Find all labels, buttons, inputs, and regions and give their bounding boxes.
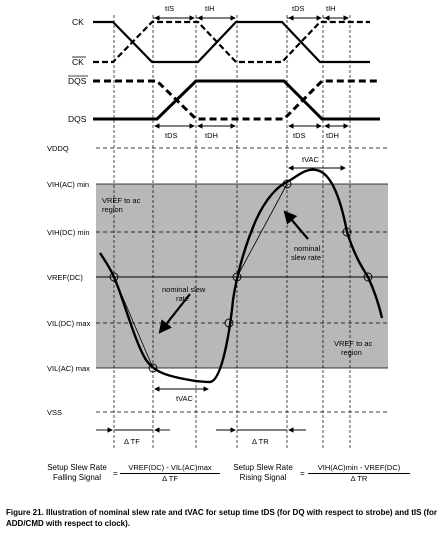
dqs-label: DQS xyxy=(68,114,87,124)
tds-label-dq-1: tDS xyxy=(165,131,178,140)
vss-label: VSS xyxy=(47,408,62,417)
tdh-label-dq-2: tDH xyxy=(326,131,339,140)
tvac-arrows xyxy=(154,165,346,392)
vref-ac-region-bottom-line2: region xyxy=(341,348,362,357)
delta-tr-label: Δ TR xyxy=(252,437,269,446)
setup-rising-label-line1: Setup Slew Rate xyxy=(233,463,293,472)
falling-numerator: VREF(DC) - VIL(AC)max xyxy=(120,463,220,474)
falling-equals: = xyxy=(113,469,118,478)
rising-denominator: Δ TR xyxy=(350,474,368,483)
nominal-slew-right-line2: slew rate xyxy=(291,253,321,262)
vref-ac-region-bottom-line1: VREF to ac xyxy=(334,339,373,348)
tvac-top-label: tVAC xyxy=(302,155,320,164)
tds-label-top: tDS xyxy=(292,4,305,13)
dqs-bar-waveform xyxy=(93,79,380,121)
setup-falling-label-line2: Falling Signal xyxy=(52,473,102,482)
setup-rising-label-line2: Rising Signal xyxy=(239,473,287,482)
rising-fraction: VIH(AC)min - VREF(DC) Δ TR xyxy=(308,463,410,484)
dqs-bar-label: DQS xyxy=(68,76,87,86)
falling-fraction: VREF(DC) - VIL(AC)max Δ TF xyxy=(120,463,220,484)
signal-waveform xyxy=(99,168,384,384)
ck-bar-label: CK xyxy=(72,57,84,67)
nominal-slew-right-line1: nominal xyxy=(294,244,321,253)
ck-label: CK xyxy=(72,17,84,27)
tis-label-1: tIS xyxy=(165,4,174,13)
vddq-label: VDDQ xyxy=(47,144,69,153)
crossing-markers xyxy=(109,179,373,373)
tih-label-2: tIH xyxy=(326,4,336,13)
dqs-waveform xyxy=(93,79,380,121)
vil-ac-label: VIL(AC) max xyxy=(47,364,90,373)
vref-ac-region-top-line1: VREF to ac xyxy=(102,196,141,205)
falling-denominator: Δ TF xyxy=(162,474,178,483)
vih-dc-label: VIH(DC) min xyxy=(47,228,90,237)
vref-to-ac-region-fill xyxy=(96,184,388,368)
ck-bar-waveform xyxy=(93,20,370,64)
rising-numerator: VIH(AC)min - VREF(DC) xyxy=(308,463,410,474)
vih-ac-label: VIH(AC) min xyxy=(47,180,89,189)
vref-ac-region-top-line2: region xyxy=(102,205,123,214)
nominal-slew-left-line1: nominal slew xyxy=(162,285,206,294)
ck-waveform xyxy=(93,20,370,64)
annotation-arrows xyxy=(158,210,309,334)
nominal-slew-left-line2: rate xyxy=(176,294,189,303)
setup-rising-label: Setup Slew Rate Rising Signal xyxy=(228,463,298,483)
tdh-label-dq-1: tDH xyxy=(205,131,218,140)
setup-falling-label-line1: Setup Slew Rate xyxy=(47,463,107,472)
delta-tf-label: Δ TF xyxy=(124,437,140,446)
vref-label: VREF(DC) xyxy=(47,273,83,282)
rising-equals: = xyxy=(300,469,305,478)
tvac-bottom-label: tVAC xyxy=(176,394,194,403)
figure-caption: Figure 21. Illustration of nominal slew … xyxy=(6,508,438,528)
vil-dc-label: VIL(DC) max xyxy=(47,319,91,328)
tih-label-1: tIH xyxy=(205,4,215,13)
setup-falling-label: Setup Slew Rate Falling Signal xyxy=(42,463,112,483)
nominal-slew-rising-line xyxy=(236,183,288,278)
timing-guides xyxy=(113,15,351,448)
tds-label-dq-2: tDS xyxy=(293,131,306,140)
